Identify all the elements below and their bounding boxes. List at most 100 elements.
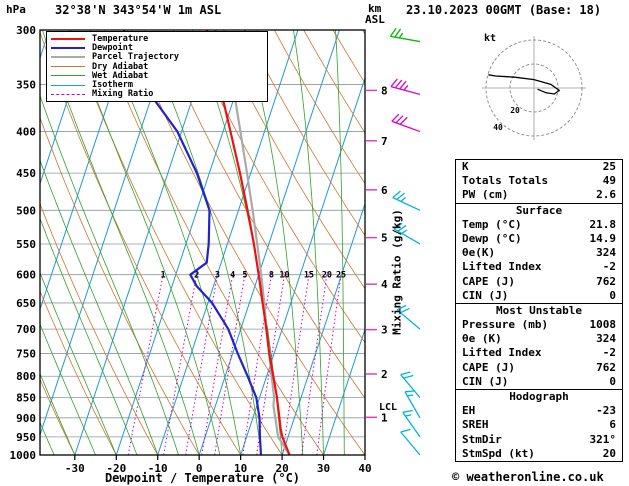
stat-value: 321° [589,432,617,446]
stat-label: SREH [462,418,489,432]
mixing-ratio-value-label: 2 [194,271,199,281]
stat-label: Pressure (mb) [462,318,549,332]
stat-label: θe (K) [462,332,502,346]
stat-value: 0 [609,288,616,302]
stat-value: 20 [602,446,616,460]
hodograph-ring [509,63,559,113]
legend-item: Mixing Ratio [51,89,263,100]
stat-value: 324 [596,246,616,260]
station-title: 32°38'N 343°54'W 1m ASL [55,3,222,17]
svg-text:400: 400 [16,126,36,139]
mixing-ratio-value-label: 3 [215,271,220,281]
stat-value: -2 [602,260,616,274]
svg-text:650: 650 [16,297,36,310]
copyright: © weatheronline.co.uk [452,470,604,484]
stat-value: 49 [602,174,616,188]
legend-item-label: Mixing Ratio [92,89,154,100]
stat-value: 2.6 [596,188,616,202]
svg-text:500: 500 [16,204,36,217]
mixing-ratio-axis-label: Mixing Ratio (g/kg) [390,209,404,335]
stats-section: Most Unstable Pressure (mb) 1008 θe (K) 324 L… [455,302,623,390]
svg-text:10: 10 [234,462,247,475]
pressure-axis-unit: hPa [6,3,26,16]
svg-text:-30: -30 [65,462,85,475]
mixing-ratio-value-label: 20 [322,271,332,281]
stat-row: K 25 [456,160,622,174]
stat-row: PW (cm) 2.6 [456,188,622,202]
stat-value: 14.9 [589,231,617,245]
legend-item: Wet Adiabat [51,71,263,81]
x-axis-label: Dewpoint / Temperature (°C) [104,471,301,485]
stat-row: StmDir 321° [456,433,622,447]
stat-value: -2 [602,346,616,360]
legend-line-sample [51,93,85,95]
stat-label: EH [462,404,476,418]
legend-line-sample [51,75,85,77]
svg-text:20: 20 [275,462,288,475]
stat-row: Temp (°C) 21.8 [456,218,622,232]
svg-text:300: 300 [16,24,36,37]
mixing-ratio-value-label: 8 [269,271,274,281]
stat-label: Dewp (°C) [462,231,522,245]
legend-item: Temperature [51,34,263,44]
mixing-ratio-value-label: 4 [230,271,235,281]
datetime-title: 23.10.2023 00GMT (Base: 18) [406,3,602,17]
stat-label: Lifted Index [462,260,542,274]
svg-text:850: 850 [16,392,36,405]
stat-value: 0 [609,374,616,388]
svg-text:350: 350 [16,78,36,91]
stat-row: Lifted Index -2 [456,260,622,274]
hodograph-ring [485,39,583,137]
svg-text:750: 750 [16,347,36,360]
stat-row: Lifted Index -2 [456,346,622,360]
stats-section-title: Hodograph [509,390,569,403]
stat-value: 25 [602,160,616,173]
stat-label: Lifted Index [462,346,542,360]
km-axis: 1 2 3 4 5 6 7 8 [366,84,388,424]
stat-row: EH -23 [456,404,622,418]
lcl-label: LCL [379,402,397,413]
stat-label: CAPE (J) [462,274,515,288]
dewpoint-line [122,30,263,455]
legend-item: Dewpoint [51,43,263,53]
stat-label: Totals Totals [462,174,549,188]
svg-text:700: 700 [16,323,36,336]
dry-adiabats [40,30,365,455]
altitude-axis-unit-asl: ASL [365,13,385,26]
svg-text:2: 2 [381,368,388,381]
svg-text:40: 40 [358,462,371,475]
stats-panel: K 25 Totals Totals 49 PW (cm) 2.6 Surface Temp … [455,159,623,462]
stat-row: Totals Totals 49 [456,174,622,188]
stat-label: CIN (J) [462,288,509,302]
svg-text:6: 6 [381,184,388,197]
svg-text:-20: -20 [106,462,126,475]
stat-row: CIN (J) 0 [456,289,622,303]
stat-label: θe(K) [462,246,496,260]
svg-text:550: 550 [16,238,36,251]
stat-value: 762 [596,274,616,288]
pressure-tick-labels: 300 350 400 450 500 550 600 650 700 750 800 850 900 9… [10,24,37,462]
svg-text:30: 30 [317,462,330,475]
svg-text:0: 0 [196,462,203,475]
stats-section: Hodograph EH -23 SREH 6 StmDir 321° StmSpd (kt)… [455,389,623,462]
stat-label: CIN (J) [462,374,509,388]
stat-label: PW (cm) [462,188,509,202]
altitude-axis-unit-km: km [368,2,382,15]
stats-section-title: Surface [515,203,563,217]
stat-label: StmDir [462,432,502,446]
svg-text:900: 900 [16,412,36,425]
svg-text:450: 450 [16,167,36,180]
svg-text:-10: -10 [148,462,168,475]
temperature-line [205,30,291,455]
stat-row: θe (K) 324 [456,332,622,346]
stats-section-title: Most Unstable [495,303,583,317]
stat-row: Dewp (°C) 14.9 [456,232,622,246]
stat-row: CAPE (J) 762 [456,361,622,375]
stat-row: θe(K) 324 [456,246,622,260]
svg-text:800: 800 [16,370,36,383]
chart-legend: Temperature Dewpoint Parcel Trajectory Dry … [46,31,268,103]
legend-line-sample [51,66,85,68]
legend-item-label: Isotherm [92,80,133,91]
svg-text:600: 600 [16,269,36,282]
